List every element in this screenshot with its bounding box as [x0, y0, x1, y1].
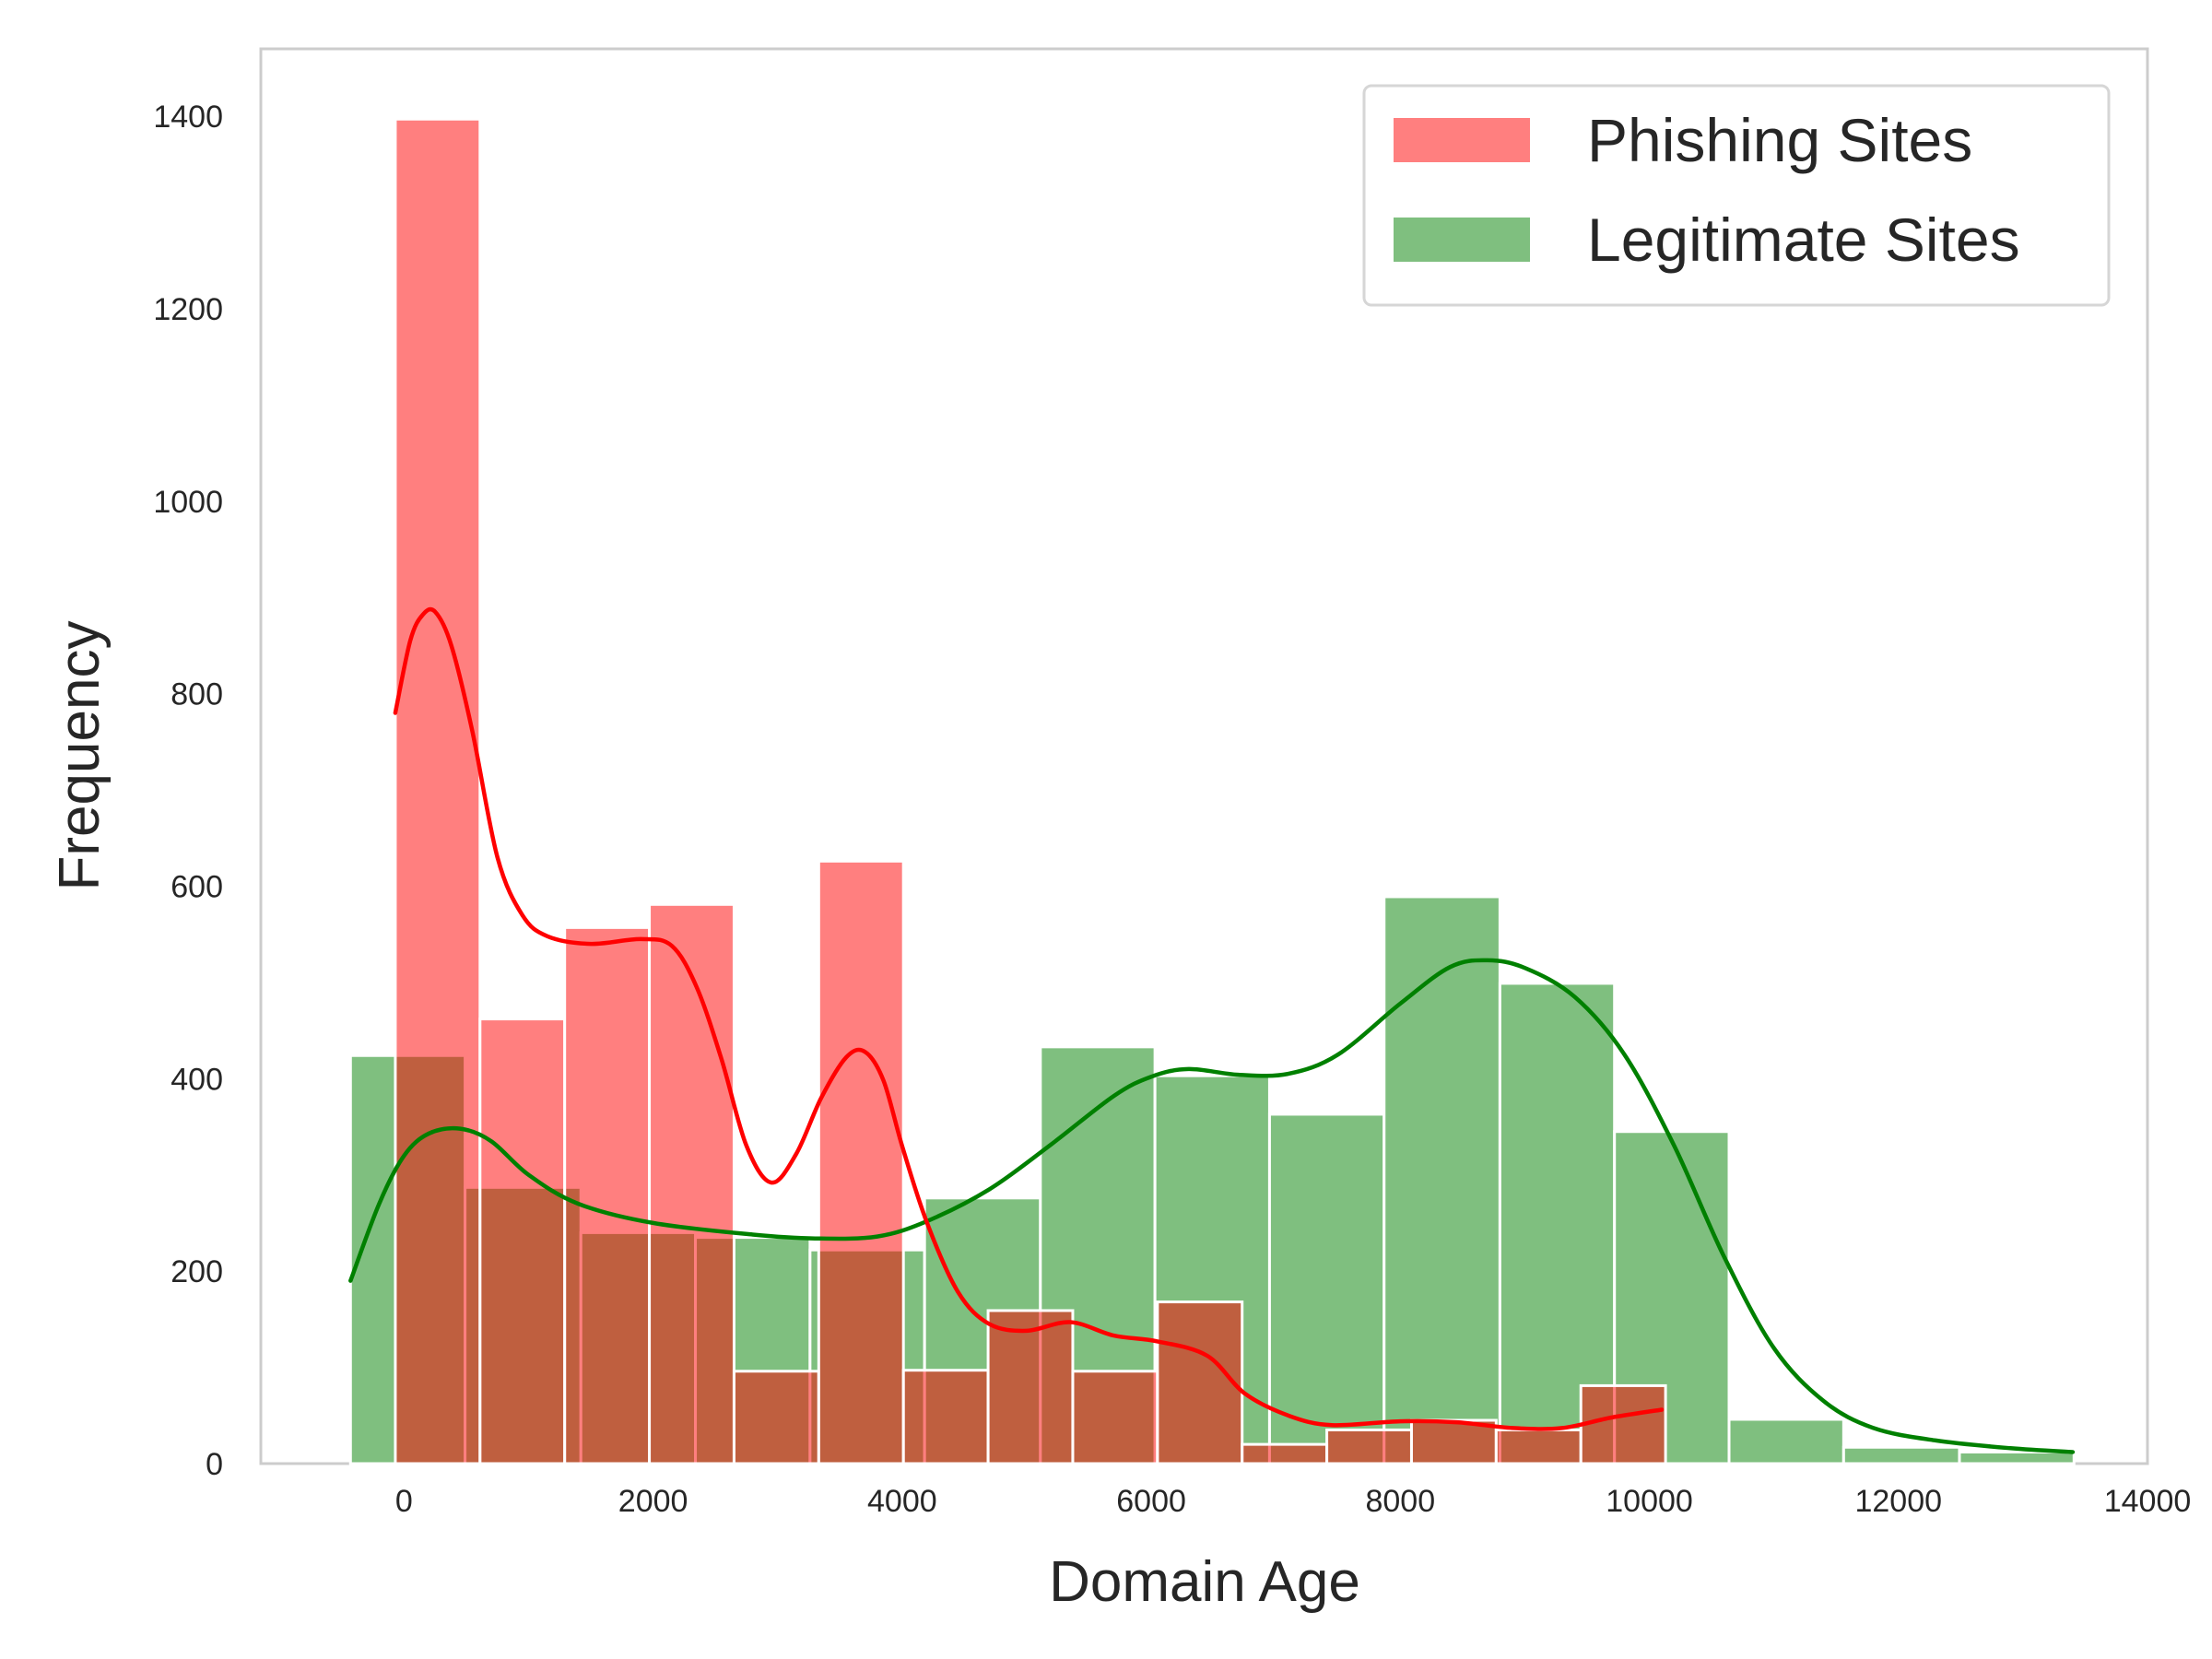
legitimate-bar: [1382, 895, 1501, 1465]
y-tick-labels: 0 200 400 600 800 1000 1200 1400: [153, 100, 223, 1482]
phishing-bar: [1325, 1428, 1413, 1465]
phishing-bar: [1494, 1428, 1583, 1465]
y-tick-label: 1200: [153, 292, 223, 327]
legend-label-phishing: Phishing Sites: [1587, 106, 1972, 174]
phishing-bar: [817, 859, 905, 1465]
phishing-bar: [394, 117, 482, 1465]
phishing-kde-line: [393, 606, 1665, 1431]
x-tick-label: 8000: [1365, 1484, 1435, 1519]
kde-lines: [348, 606, 2076, 1454]
y-tick-label: 600: [171, 869, 223, 904]
x-tick-label: 0: [395, 1484, 413, 1519]
x-tick-label: 12000: [1854, 1484, 1942, 1519]
legitimate-bar: [1841, 1445, 1961, 1465]
y-tick-label: 200: [171, 1254, 223, 1289]
x-tick-label: 14000: [2104, 1484, 2192, 1519]
legitimate-bar: [1958, 1450, 2076, 1465]
y-tick-label: 1000: [153, 485, 223, 520]
legitimate-bar: [1498, 982, 1617, 1465]
phishing-bar: [478, 1018, 567, 1465]
legitimate-bar: [1727, 1418, 1845, 1465]
legend: Phishing Sites Legitimate Sites: [1362, 84, 2111, 307]
y-tick-label: 0: [206, 1447, 223, 1482]
x-tick-label: 6000: [1116, 1484, 1186, 1519]
phishing-bar: [986, 1309, 1075, 1465]
legend-box: [1362, 84, 2111, 307]
y-tick-label: 400: [171, 1062, 223, 1097]
legend-swatch-phishing: [1394, 118, 1530, 162]
y-tick-label: 1400: [153, 100, 223, 135]
phishing-bar: [1071, 1370, 1159, 1465]
phishing-bar: [1579, 1383, 1667, 1465]
y-axis-title: Frequency: [48, 621, 112, 891]
phishing-sites-bars: [394, 117, 1667, 1465]
x-tick-label: 2000: [618, 1484, 688, 1519]
legend-swatch-legitimate: [1394, 218, 1530, 262]
x-tick-label: 10000: [1606, 1484, 1693, 1519]
x-tick-label: 4000: [867, 1484, 937, 1519]
phishing-bar: [563, 925, 652, 1465]
phishing-bar: [1241, 1442, 1329, 1465]
phishing-bar: [648, 902, 735, 1465]
phishing-bar: [732, 1370, 820, 1465]
x-axis-title: Domain Age: [1049, 1550, 1360, 1614]
phishing-bar: [1156, 1300, 1244, 1465]
phishing-bar: [901, 1369, 990, 1465]
x-tick-labels: 0 2000 4000 6000 8000 10000 12000 14000: [395, 1484, 2191, 1519]
legend-label-legitimate: Legitimate Sites: [1587, 206, 2020, 274]
legitimate-kde-line: [348, 958, 2076, 1454]
legitimate-bar: [1267, 1112, 1386, 1465]
y-tick-label: 800: [171, 677, 223, 712]
